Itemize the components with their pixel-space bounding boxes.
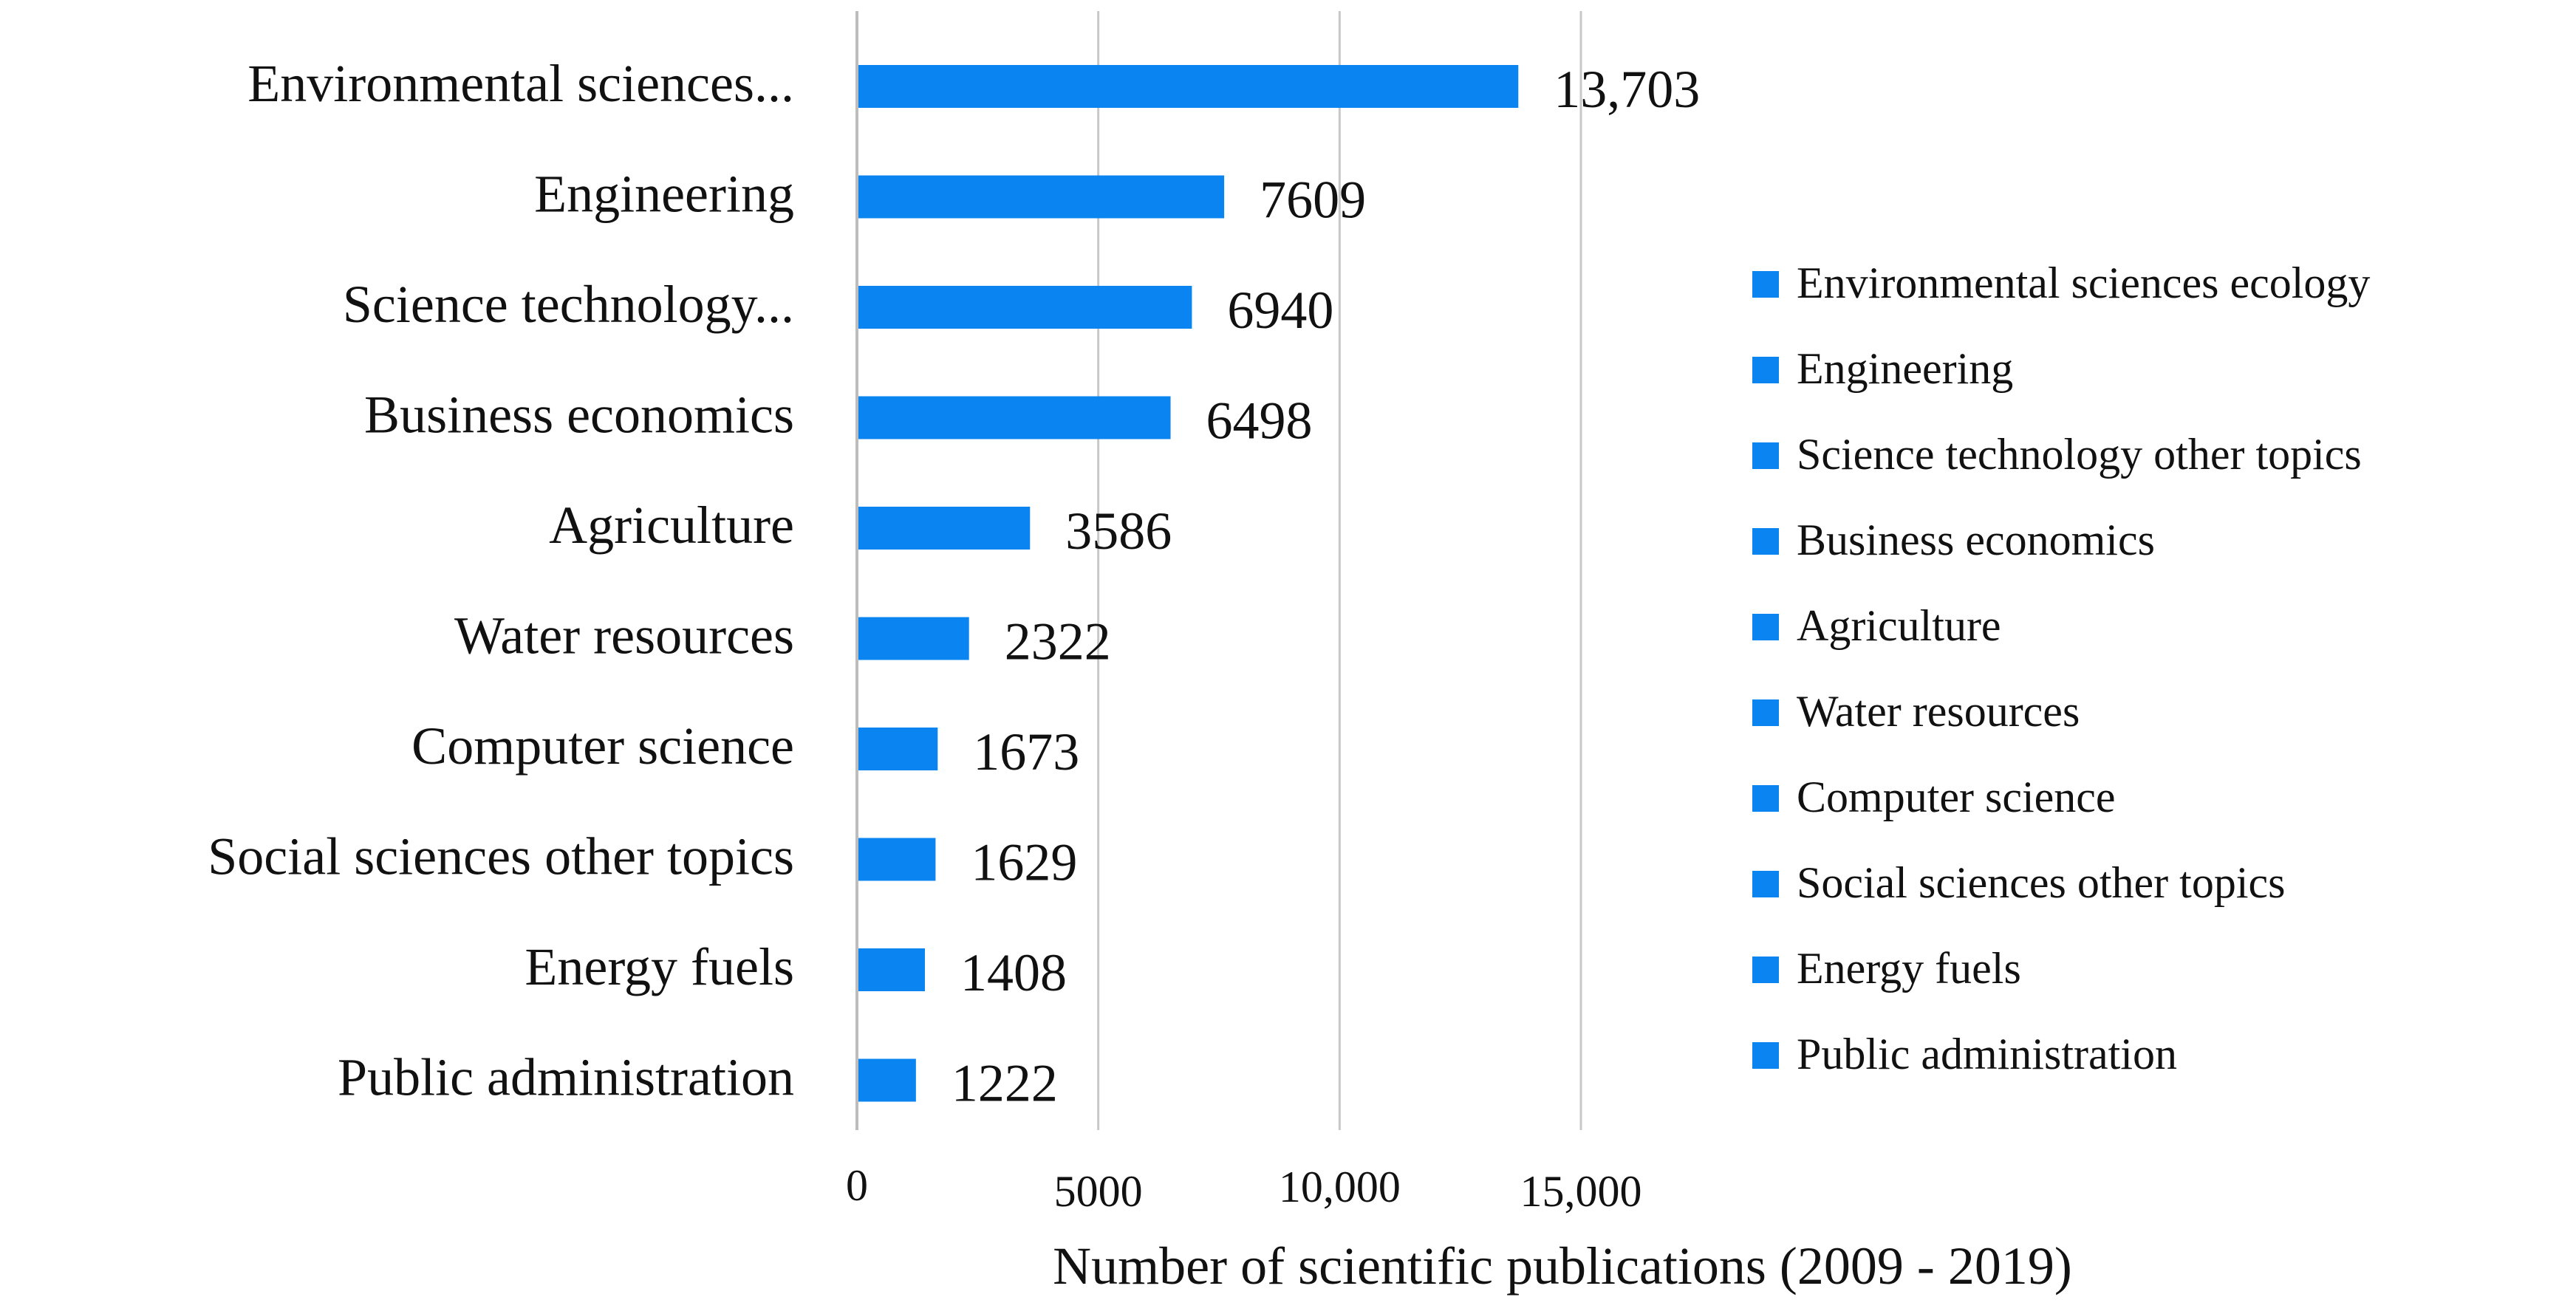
legend-item: Business economics xyxy=(1752,516,2155,564)
category-label: Engineering xyxy=(534,165,794,224)
category-label: Computer science xyxy=(411,716,794,776)
legend-item: Water resources xyxy=(1752,687,2080,736)
value-label: 1629 xyxy=(971,833,1077,892)
legend-swatch xyxy=(1752,871,1779,897)
legend-item: Agriculture xyxy=(1752,601,2001,650)
legend-swatch xyxy=(1752,1042,1779,1069)
category-label: Agriculture xyxy=(549,496,794,555)
legend-label: Public administration xyxy=(1797,1030,2177,1078)
legend-label: Water resources xyxy=(1797,687,2080,736)
category-label: Science technology... xyxy=(343,275,794,334)
category-label: Environmental sciences... xyxy=(247,54,794,113)
legend-item: Public administration xyxy=(1752,1030,2177,1078)
legend-item: Social sciences other topics xyxy=(1752,858,2285,907)
legend-label: Engineering xyxy=(1797,344,2013,393)
value-labels: 13,703 7609 6940 6498 3586 2322 1673 1629 1408 12… xyxy=(952,60,1700,1113)
category-label: Social sciences other topics xyxy=(208,827,794,886)
x-tick-labels: 0 5000 10,000 15,000 xyxy=(846,1161,1642,1216)
x-tick-label: 0 xyxy=(846,1161,868,1210)
x-tick-label: 5000 xyxy=(1054,1167,1143,1216)
legend-swatch xyxy=(1752,614,1779,640)
category-label: Water resources xyxy=(454,606,794,665)
bar xyxy=(857,728,938,770)
legend-swatch xyxy=(1752,271,1779,298)
value-label: 6498 xyxy=(1206,391,1313,451)
bar xyxy=(857,65,1519,108)
legend-label: Science technology other topics xyxy=(1797,430,2362,479)
x-axis-title: Number of scientific publications (2009 … xyxy=(1053,1236,2072,1296)
legend-label: Energy fuels xyxy=(1797,944,2021,993)
value-label: 6940 xyxy=(1227,281,1333,340)
legend-item: Energy fuels xyxy=(1752,944,2021,993)
legend-label: Agriculture xyxy=(1797,601,2001,650)
bars xyxy=(857,65,1519,1102)
legend-swatch xyxy=(1752,528,1779,555)
category-label: Public administration xyxy=(338,1048,794,1107)
legend-label: Social sciences other topics xyxy=(1797,858,2285,907)
legend-swatch xyxy=(1752,785,1779,812)
bar xyxy=(857,507,1031,550)
legend-swatch xyxy=(1752,699,1779,726)
legend-label: Computer science xyxy=(1797,773,2116,821)
legend-item: Environmental sciences ecology xyxy=(1752,259,2370,307)
legend-swatch xyxy=(1752,957,1779,983)
category-label: Energy fuels xyxy=(525,937,794,996)
value-label: 1673 xyxy=(973,722,1079,781)
bar xyxy=(857,286,1192,329)
legend-item: Science technology other topics xyxy=(1752,430,2362,479)
value-label: 13,703 xyxy=(1554,60,1700,119)
legend-item: Computer science xyxy=(1752,773,2116,821)
bar xyxy=(857,175,1225,219)
x-tick-label: 15,000 xyxy=(1520,1167,1642,1216)
bar xyxy=(857,838,936,881)
legend-label: Business economics xyxy=(1797,516,2155,564)
legend-swatch xyxy=(1752,442,1779,469)
bar xyxy=(857,948,925,991)
value-label: 1408 xyxy=(960,943,1067,1002)
legend: Environmental sciences ecology Engineerin… xyxy=(1752,259,2370,1078)
category-labels: Environmental sciences... Engineering Scie… xyxy=(208,54,794,1107)
bar xyxy=(857,396,1171,439)
value-label: 7609 xyxy=(1260,171,1366,230)
bar xyxy=(857,1058,916,1102)
value-label: 2322 xyxy=(1005,612,1111,671)
value-label: 3586 xyxy=(1065,502,1172,561)
value-label: 1222 xyxy=(952,1054,1058,1113)
category-label: Business economics xyxy=(364,386,794,445)
x-tick-label: 10,000 xyxy=(1279,1163,1401,1211)
bar xyxy=(857,617,969,660)
legend-label: Environmental sciences ecology xyxy=(1797,259,2370,307)
legend-item: Engineering xyxy=(1752,344,2013,393)
legend-swatch xyxy=(1752,357,1779,383)
